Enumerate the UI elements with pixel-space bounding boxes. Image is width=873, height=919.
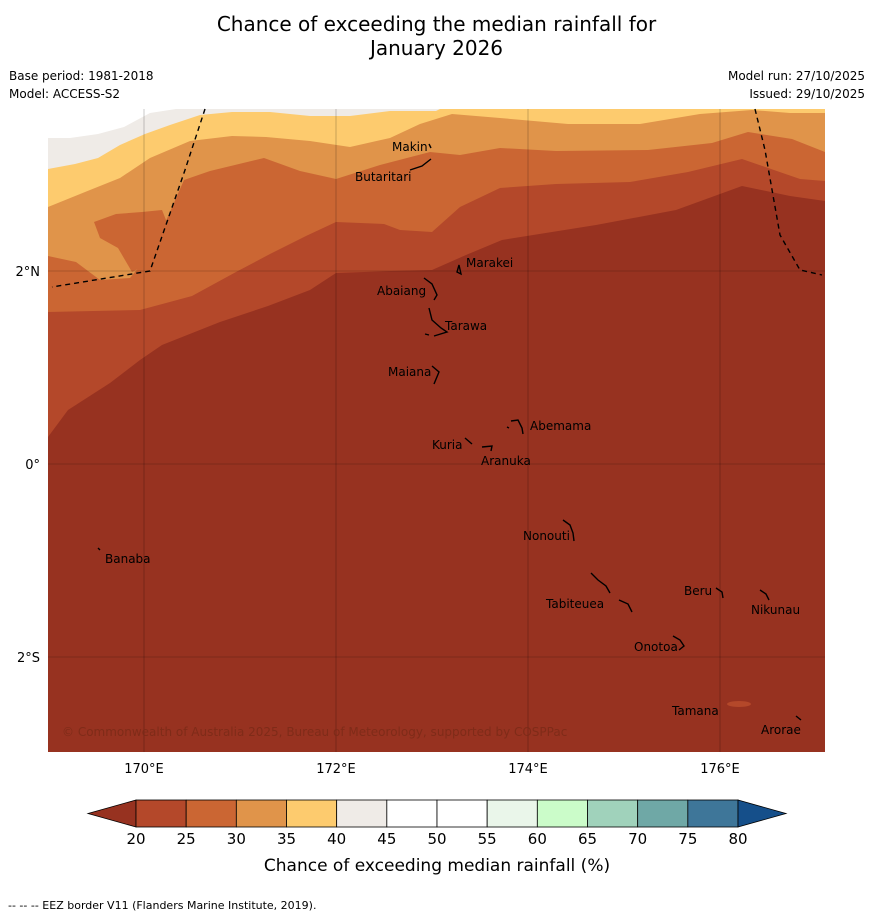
colorbar-bin-65-70 bbox=[587, 799, 639, 828]
graticule bbox=[48, 109, 825, 752]
colorbar: 20 25 30 35 40 45 50 55 60 65 70 75 80 bbox=[86, 799, 788, 848]
model-name: Model: ACCESS-S2 bbox=[9, 87, 121, 101]
island-butaritari bbox=[409, 158, 432, 171]
label-arorae: Arorae bbox=[761, 723, 801, 737]
label-nonouti: Nonouti bbox=[523, 529, 570, 543]
colorbar-tick-40: 40 bbox=[327, 830, 346, 848]
island-tarawa bbox=[424, 307, 449, 337]
colorbar-bin-30-35 bbox=[235, 799, 287, 828]
band-40-45 bbox=[48, 109, 825, 207]
colorbar-tick-20: 20 bbox=[126, 830, 145, 848]
colorbar-tick-35: 35 bbox=[277, 830, 296, 848]
meta-left: Base period: 1981-2018 Model: ACCESS-S2 bbox=[9, 67, 154, 103]
label-abaiang: Abaiang bbox=[377, 284, 426, 298]
island-abaiang bbox=[423, 277, 438, 301]
issued-date: Issued: 29/10/2025 bbox=[749, 87, 865, 101]
colorbar-tick-60: 60 bbox=[528, 830, 547, 848]
lat-label-2N: 2°N bbox=[16, 265, 41, 280]
colorbar-tick-30: 30 bbox=[227, 830, 246, 848]
colorbar-label: Chance of exceeding median rainfall (%) bbox=[264, 856, 610, 876]
colorbar-tick-50: 50 bbox=[427, 830, 446, 848]
island-kuria bbox=[464, 437, 473, 445]
label-butaritari: Butaritari bbox=[355, 170, 412, 184]
lon-label-174: 174°E bbox=[508, 762, 548, 777]
colorbar-tick-25: 25 bbox=[177, 830, 196, 848]
colorbar-bin-70-75 bbox=[637, 799, 689, 828]
label-marakei: Marakei bbox=[466, 256, 513, 270]
no-data-corner bbox=[48, 109, 176, 138]
colorbar-bin-40-45 bbox=[336, 799, 388, 828]
lon-label-176: 176°E bbox=[700, 762, 740, 777]
label-tabiteuea: Tabiteuea bbox=[545, 597, 604, 611]
title-line-1: Chance of exceeding the median rainfall … bbox=[216, 12, 657, 36]
island-beru bbox=[715, 587, 724, 599]
map-area bbox=[48, 109, 825, 752]
label-beru: Beru bbox=[684, 584, 712, 598]
island-banaba bbox=[97, 547, 101, 551]
meta-right: Model run: 27/10/2025 Issued: 29/10/2025 bbox=[728, 67, 865, 103]
label-tarawa: Tarawa bbox=[444, 319, 487, 333]
axis-labels: 2°N 0° 2°S 170°E 172°E 174°E 176°E bbox=[16, 265, 740, 777]
colorbar-tick-55: 55 bbox=[478, 830, 497, 848]
lon-label-170: 170°E bbox=[124, 762, 164, 777]
band-35-40 bbox=[48, 109, 825, 280]
colorbar-bin-25-30 bbox=[185, 799, 237, 828]
lat-label-2S: 2°S bbox=[17, 651, 40, 666]
footer-note: -- -- -- EEZ border V11 (Flanders Marine… bbox=[8, 899, 317, 912]
colorbar-bin-35-40 bbox=[286, 799, 338, 828]
colorbar-bin-60-65 bbox=[536, 799, 588, 828]
colorbar-tick-65: 65 bbox=[578, 830, 597, 848]
island-arorae bbox=[795, 715, 802, 721]
title-line-2: January 2026 bbox=[369, 36, 504, 60]
colorbar-bin-20-25 bbox=[135, 799, 187, 828]
island-nikunau bbox=[759, 589, 770, 601]
island-maiana bbox=[431, 365, 440, 385]
islands bbox=[97, 143, 802, 721]
island-tabiteuea bbox=[590, 572, 633, 613]
colorbar-tick-80: 80 bbox=[728, 830, 747, 848]
band-patch-tamana bbox=[727, 701, 751, 707]
map-title: Chance of exceeding the median rainfall … bbox=[0, 12, 873, 60]
lat-label-0: 0° bbox=[25, 458, 40, 473]
colorbar-bin-75-80 bbox=[687, 799, 739, 828]
base-period: Base period: 1981-2018 bbox=[9, 69, 154, 83]
label-abemama: Abemama bbox=[530, 419, 591, 433]
colorbar-bin-55-60 bbox=[486, 799, 538, 828]
label-kuria: Kuria bbox=[432, 438, 463, 452]
colorbar-bin-50-55 bbox=[436, 799, 488, 828]
label-maiana: Maiana bbox=[388, 365, 431, 379]
colorbar-bin-45-50 bbox=[386, 799, 438, 828]
label-tamana: Tamana bbox=[671, 704, 719, 718]
island-marakei bbox=[456, 264, 463, 276]
label-nikunau: Nikunau bbox=[751, 603, 800, 617]
island-makin bbox=[428, 143, 432, 149]
copyright-notice: © Commonwealth of Australia 2025, Bureau… bbox=[62, 725, 567, 739]
lon-label-172: 172°E bbox=[316, 762, 356, 777]
eez-line-east bbox=[754, 108, 823, 276]
eez-border bbox=[51, 108, 823, 288]
eez-line-west bbox=[51, 108, 206, 288]
place-labels: Makin Butaritari Marakei Abaiang Tarawa … bbox=[105, 140, 801, 737]
model-run: Model run: 27/10/2025 bbox=[727, 69, 865, 83]
colorbar-tick-70: 70 bbox=[628, 830, 647, 848]
colorbar-extend-high bbox=[737, 799, 788, 828]
band-45-50 bbox=[48, 109, 440, 169]
label-aranuka: Aranuka bbox=[481, 454, 531, 468]
island-nonouti bbox=[562, 519, 575, 542]
band-25-30-patch bbox=[94, 210, 170, 272]
island-aranuka bbox=[481, 445, 493, 452]
label-makin: Makin bbox=[392, 140, 428, 154]
colorbar-extend-low bbox=[86, 799, 137, 828]
label-banaba: Banaba bbox=[105, 552, 151, 566]
island-onotoa bbox=[672, 635, 685, 651]
colorbar-tick-45: 45 bbox=[377, 830, 396, 848]
label-onotoa: Onotoa bbox=[634, 640, 678, 654]
island-abemama bbox=[506, 419, 524, 435]
colorbar-tick-75: 75 bbox=[678, 830, 697, 848]
